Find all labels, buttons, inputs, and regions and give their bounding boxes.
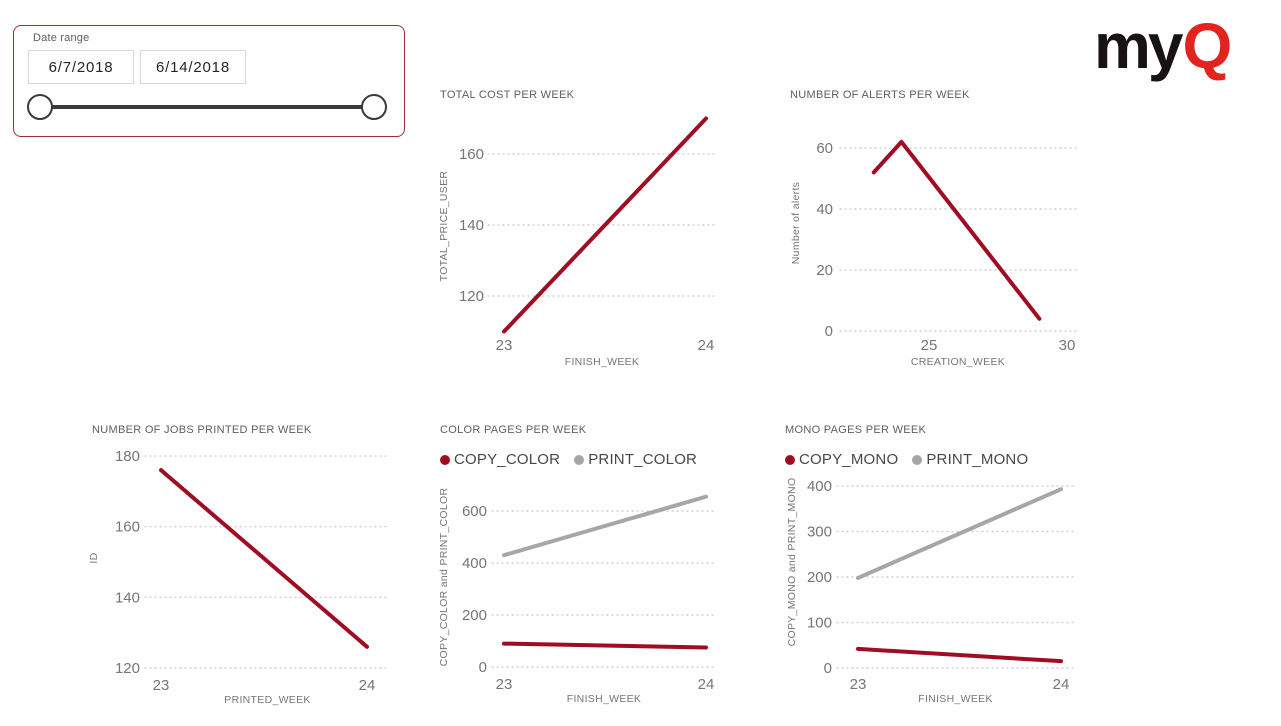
date-inputs-row xyxy=(28,50,246,84)
x-tick-label: 24 xyxy=(698,337,715,354)
slicer-label: Date range xyxy=(33,32,90,44)
x-tick-label: 23 xyxy=(153,677,170,694)
legend-item-copy-color[interactable]: COPY_COLOR xyxy=(440,451,560,468)
legend-label: PRINT_COLOR xyxy=(588,451,698,468)
x-tick-label: 23 xyxy=(496,337,513,354)
chart-plot: 120 140 160 23 24 FINISH_WEEK TOTAL_PRICE_USER xyxy=(438,116,717,368)
x-tick-label: 30 xyxy=(1059,337,1076,354)
legend-item-print-color[interactable]: PRINT_COLOR xyxy=(574,451,697,468)
chart-title: TOTAL COST PER WEEK xyxy=(440,89,575,101)
x-tick-label: 24 xyxy=(1053,676,1070,693)
slider-handle-start[interactable] xyxy=(27,94,53,120)
y-tick-label: 140 xyxy=(459,217,484,234)
y-tick-label: 200 xyxy=(462,607,487,624)
visual-total-cost-per-week[interactable]: TOTAL COST PER WEEK 120 140 160 23 24 FINISH_… xyxy=(438,85,742,387)
x-tick-label: 23 xyxy=(496,676,513,693)
y-tick-label: 600 xyxy=(462,503,487,520)
x-axis-title: FINISH_WEEK xyxy=(565,356,639,368)
y-tick-label: 400 xyxy=(462,555,487,572)
y-tick-label: 100 xyxy=(807,615,832,632)
chart-title: NUMBER OF JOBS PRINTED PER WEEK xyxy=(92,424,312,436)
x-tick-label: 24 xyxy=(359,677,376,694)
legend-label: COPY_COLOR xyxy=(454,451,561,468)
date-range-slider-track[interactable] xyxy=(42,105,376,109)
y-axis-title: Number of alerts xyxy=(790,182,802,264)
legend-dot-icon xyxy=(440,454,450,465)
y-axis-title: ID xyxy=(90,552,100,563)
chart-plot: 0 20 40 60 25 30 CREATION_WEEK Number of alerts xyxy=(790,139,1077,368)
myq-logo-text-q: Q xyxy=(1182,10,1233,82)
y-axis-title: TOTAL_PRICE_USER xyxy=(438,171,450,282)
myq-logo: my Q xyxy=(1094,14,1232,78)
start-date-input[interactable] xyxy=(28,50,134,84)
y-tick-label: 120 xyxy=(115,660,140,677)
x-axis-title: CREATION_WEEK xyxy=(911,356,1005,368)
legend-dot-icon xyxy=(912,454,923,465)
y-axis-title: COPY_MONO and PRINT_MONO xyxy=(786,478,798,647)
visual-color-pages-per-week[interactable]: COLOR PAGES PER WEEK COPY_COLOR PRINT_CO… xyxy=(438,415,742,715)
y-tick-label: 200 xyxy=(807,569,832,586)
end-date-input[interactable] xyxy=(140,50,246,84)
chart-plot: 0 200 400 600 23 24 FINISH_WEEK COPY_COLOR and … xyxy=(438,488,717,705)
chart-legend: COPY_MONO PRINT_MONO xyxy=(785,451,1028,468)
y-tick-label: 140 xyxy=(115,589,140,606)
myq-logo-text-my: my xyxy=(1094,10,1183,82)
y-tick-label: 300 xyxy=(807,524,832,541)
chart-plot: 0 100 200 300 400 23 24 FINISH_WEEK COPY_MONO an… xyxy=(786,478,1075,705)
y-axis-title: COPY_COLOR and PRINT_COLOR xyxy=(438,488,450,667)
x-tick-label: 23 xyxy=(850,676,867,693)
series-line-copy-color[interactable] xyxy=(502,641,708,650)
y-tick-label: 20 xyxy=(816,262,833,279)
y-tick-label: 0 xyxy=(825,323,833,340)
x-tick-label: 24 xyxy=(698,676,715,693)
chart-legend: COPY_COLOR PRINT_COLOR xyxy=(440,451,697,468)
date-range-slicer[interactable]: Date range xyxy=(13,25,405,137)
x-tick-label: 25 xyxy=(921,337,938,354)
legend-item-print-mono[interactable]: PRINT_MONO xyxy=(912,451,1028,468)
x-axis-title: FINISH_WEEK xyxy=(918,693,992,705)
y-tick-label: 40 xyxy=(816,201,833,218)
y-tick-label: 400 xyxy=(807,478,832,495)
chart-title: NUMBER OF ALERTS PER WEEK xyxy=(790,89,970,101)
chart-title: MONO PAGES PER WEEK xyxy=(785,424,927,436)
visual-mono-pages-per-week[interactable]: MONO PAGES PER WEEK COPY_MONO PRINT_MONO… xyxy=(783,415,1082,715)
y-tick-label: 60 xyxy=(816,140,833,157)
series-line-id[interactable] xyxy=(159,468,369,649)
legend-label: PRINT_MONO xyxy=(926,451,1029,468)
legend-dot-icon xyxy=(785,454,795,465)
x-axis-title: FINISH_WEEK xyxy=(567,693,641,705)
legend-label: COPY_MONO xyxy=(799,451,899,468)
y-tick-label: 180 xyxy=(115,448,140,465)
series-line-print-mono[interactable] xyxy=(856,487,1063,580)
legend-item-copy-mono[interactable]: COPY_MONO xyxy=(785,451,898,468)
x-axis-title: PRINTED_WEEK xyxy=(224,694,310,706)
legend-dot-icon xyxy=(574,454,585,465)
series-line-number-of-alerts[interactable] xyxy=(871,139,1042,321)
y-tick-label: 0 xyxy=(824,660,832,677)
series-line-copy-mono[interactable] xyxy=(856,646,1063,664)
chart-title: COLOR PAGES PER WEEK xyxy=(440,424,587,436)
slider-handle-end[interactable] xyxy=(361,94,387,120)
series-line-total-price-user[interactable] xyxy=(502,116,708,334)
visual-number-of-jobs-printed-per-week[interactable]: NUMBER OF JOBS PRINTED PER WEEK 120 140 16… xyxy=(90,415,396,715)
visual-number-of-alerts-per-week[interactable]: NUMBER OF ALERTS PER WEEK 0 20 40 60 25 30 CRE… xyxy=(788,85,1082,387)
y-tick-label: 0 xyxy=(479,659,487,676)
chart-plot: 120 140 160 180 23 24 PRINTED_WEEK ID xyxy=(90,448,391,706)
y-tick-label: 160 xyxy=(115,519,140,536)
y-tick-label: 120 xyxy=(459,288,484,305)
y-tick-label: 160 xyxy=(459,146,484,163)
series-line-print-color[interactable] xyxy=(502,494,708,558)
